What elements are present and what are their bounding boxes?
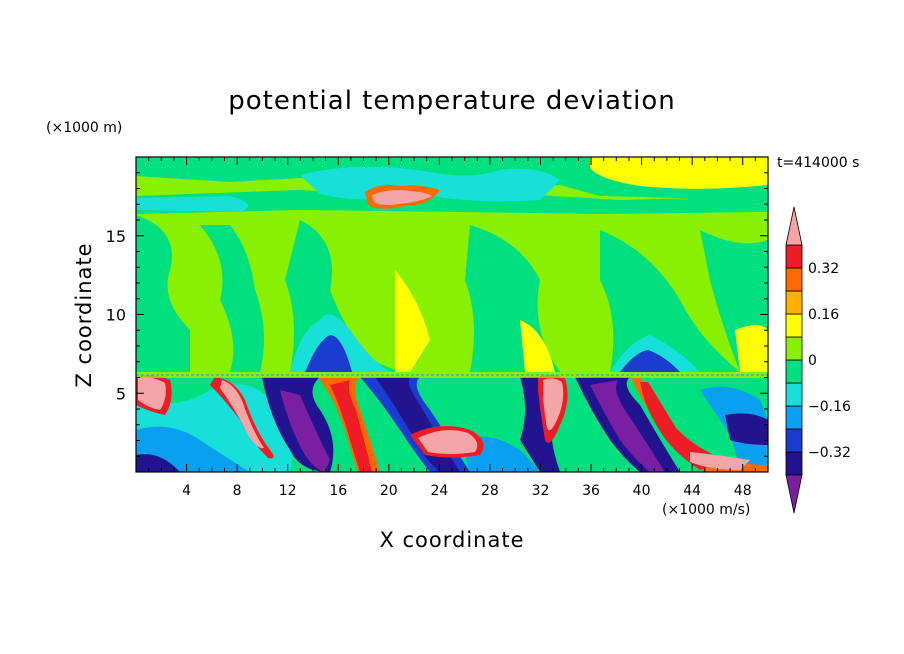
colorbar-swatch	[785, 336, 803, 361]
field-region-blue-bump-2	[620, 350, 680, 372]
colorbar-tick-label: 0.32	[808, 261, 839, 277]
colorbar-swatch	[785, 359, 803, 384]
colorbar-swatch	[785, 244, 803, 269]
field-region-band-17km	[136, 190, 768, 214]
x-tick-label: 40	[633, 483, 651, 499]
colorbar-swatch	[785, 451, 803, 476]
z-axis-unit: (×1000 m)	[46, 120, 123, 136]
field-region-yellow-right	[735, 325, 768, 372]
colorbar-swatch	[785, 382, 803, 407]
x-tick-label: 48	[734, 483, 752, 499]
field-region-green-right	[600, 230, 740, 372]
x-tick-label: 20	[380, 483, 398, 499]
colorbar: 0.32 0.16 0 −0.16 −0.32	[785, 206, 851, 514]
field-region-pink-plume-4	[418, 429, 478, 454]
field-region-purple-wave-1	[280, 390, 330, 472]
field-region-red-plume-6	[640, 382, 725, 470]
field-region-green-mid-left	[200, 225, 264, 372]
field-region-pink-plume-5	[543, 378, 564, 431]
x-tick-label: 12	[279, 483, 297, 499]
field-region-pink-plume-2	[220, 380, 264, 449]
field-region-red-plume-3	[330, 380, 372, 472]
field-region-cyan-top	[300, 166, 560, 202]
y-tick-label: 10	[106, 306, 126, 325]
field-region-yellow-mid	[395, 270, 430, 372]
colorbar-tick-label: 0	[808, 353, 817, 369]
field-region-purple-wave-4	[590, 380, 665, 472]
colorbar-swatch	[785, 428, 803, 453]
time-label: t=414000 s	[777, 155, 860, 171]
field-region-navy-wave-5	[725, 413, 768, 445]
field-region-yellow-center	[520, 320, 555, 372]
y-ticks: 5 10 15	[106, 172, 768, 457]
colorbar-under-arrow	[785, 474, 803, 514]
colorbar-swatch	[785, 313, 803, 338]
colorbar-swatch	[785, 290, 803, 315]
field-region-navy-lower-left	[136, 454, 180, 472]
colorbar-over-arrow	[785, 206, 803, 246]
chart-title: potential temperature deviation	[228, 86, 676, 116]
colorbar-swatch	[785, 267, 803, 292]
contour-field	[136, 157, 768, 472]
colorbar-tick-label: −0.32	[808, 445, 851, 461]
field-region-pink-plume-6	[690, 452, 750, 470]
field-region-blue-bump-1	[305, 335, 352, 372]
y-tick-label: 15	[106, 227, 126, 246]
x-tick-label: 24	[430, 483, 448, 499]
x-axis-label: X coordinate	[379, 528, 525, 552]
field-region-yellow-top-2	[605, 158, 700, 178]
x-axis-unit: (×1000 m/s)	[662, 502, 751, 518]
colorbar-swatch	[785, 405, 803, 430]
x-tick-label: 28	[481, 483, 499, 499]
field-region-pink-plume-1	[138, 377, 166, 410]
x-tick-label: 44	[683, 483, 701, 499]
x-tick-label: 4	[182, 483, 191, 499]
colorbar-tick-label: −0.16	[808, 399, 851, 415]
x-tick-label: 16	[329, 483, 347, 499]
colorbar-tick-label: 0.16	[808, 307, 839, 323]
x-tick-label: 8	[233, 483, 242, 499]
x-tick-label: 36	[582, 483, 600, 499]
x-tick-label: 32	[532, 483, 550, 499]
y-tick-label: 5	[116, 384, 126, 403]
field-region-cyan-left	[136, 196, 248, 212]
x-ticks: 4 8 12 16 20 24 28 32 36 40 44 48	[148, 157, 756, 499]
field-region-pink-top	[372, 190, 432, 206]
field-region-green-left	[136, 215, 190, 372]
